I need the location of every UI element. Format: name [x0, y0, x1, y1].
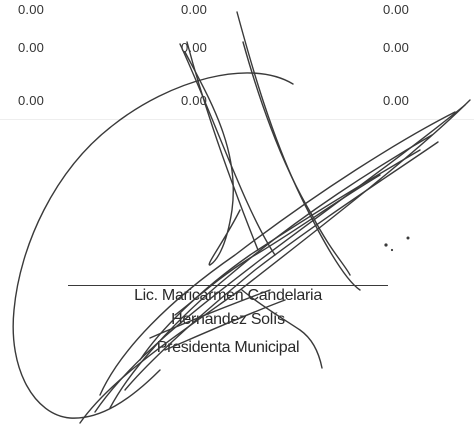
faint-divider [0, 119, 474, 120]
amount-r3-c1: 0.00 [18, 93, 45, 108]
ink-dot-3 [406, 236, 410, 240]
signature-inner-stroke [184, 51, 241, 266]
ink-dot-2 [390, 248, 394, 252]
amount-r2-c1: 0.00 [18, 40, 45, 55]
signature-diagonal-stroke-4 [109, 134, 433, 409]
signature-vertical-stroke-1 [179, 43, 276, 256]
amount-r1-c3: 0.00 [383, 2, 410, 17]
amount-r2-c3: 0.00 [383, 40, 410, 55]
signatory-title: Presidenta Municipal [156, 339, 300, 356]
amount-r3-c3: 0.00 [383, 93, 410, 108]
signature-vertical-stroke-3 [236, 11, 361, 291]
signature-vertical-stroke-2 [186, 41, 259, 251]
ink-dot-1 [384, 243, 388, 247]
signatory-name-line1: Lic. Maricarmen Candelaria [134, 287, 322, 304]
amount-r1-c1: 0.00 [18, 2, 45, 17]
signature-vertical-stroke-4 [242, 41, 351, 276]
signature-diagonal-stroke-2 [94, 104, 466, 413]
signatory-name-line2: Hernández Solís [171, 311, 285, 328]
amount-r1-c2: 0.00 [181, 2, 208, 17]
signature-loop-stroke [12, 72, 294, 419]
amount-r2-c2: 0.00 [181, 40, 208, 55]
signature-line [68, 285, 388, 286]
amount-r3-c2: 0.00 [181, 93, 208, 108]
signature-diagonal-stroke-1 [79, 99, 471, 424]
